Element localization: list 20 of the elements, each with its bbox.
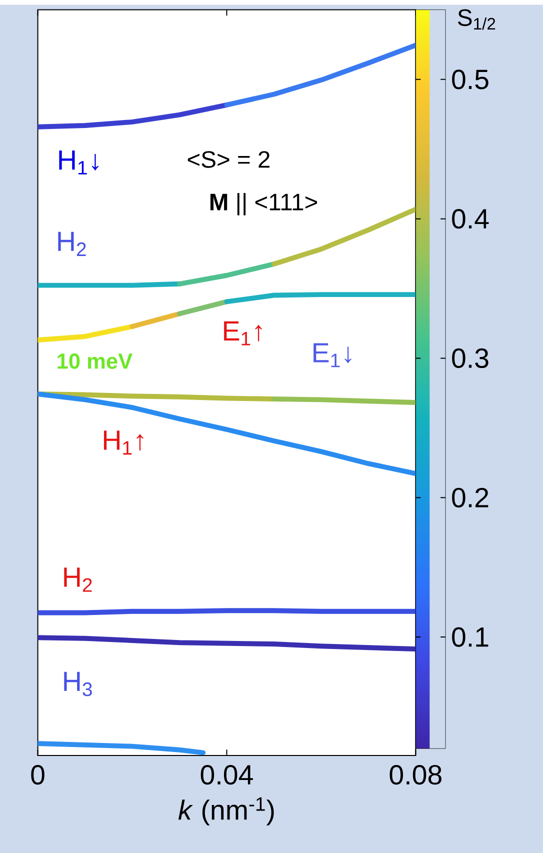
x-tick-label: 0 (31, 764, 44, 785)
annotation: M || <111> (210, 193, 318, 216)
annotation: E$_{1}$↓ (314, 343, 352, 368)
x-tick-label: 0.04 (200, 764, 253, 785)
annotation: 10 meV (58, 353, 132, 369)
annotation: E$_{1}$↑ (224, 321, 262, 346)
color-bar-label: 0.3 (452, 348, 488, 368)
annotation: H$_{2}$ (64, 568, 92, 592)
annotation: H$_{2}$ (58, 232, 86, 256)
annotation: H$_{1}$↓ (59, 150, 98, 174)
annotation: H$_{3}$ (64, 672, 92, 696)
color-bar-label: 0.1 (452, 627, 488, 647)
x-axis-title: k (nm$^{-1}$) (178, 797, 274, 826)
color-bar-label: 0.4 (452, 209, 489, 229)
x-tick-label: 0.08 (390, 764, 442, 785)
color-bar-label: 0.5 (452, 70, 488, 90)
annotation: <S> = 2 (188, 151, 270, 168)
annotation: H$_{1}$↑ (104, 430, 144, 455)
color-bar-title: S$_{1/2}$ (458, 9, 496, 30)
color-bar-label: 0.2 (452, 488, 488, 508)
